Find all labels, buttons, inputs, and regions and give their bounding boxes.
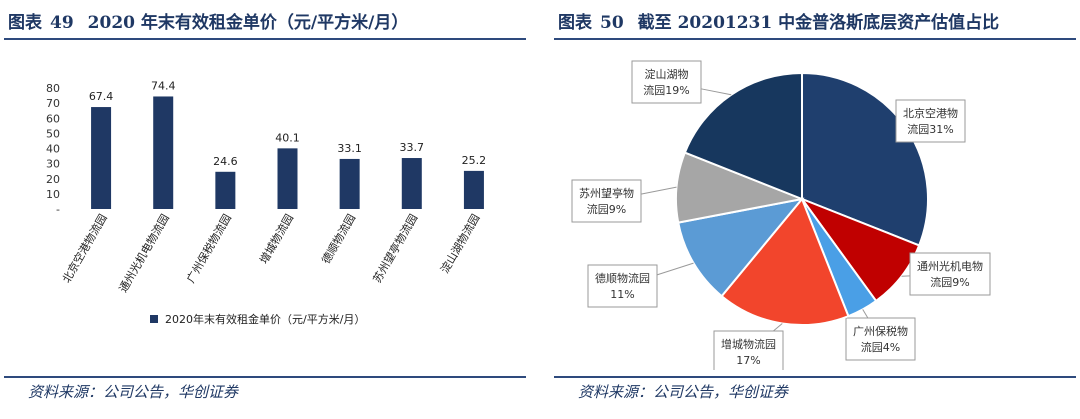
pie-leader-line [700,88,732,96]
right-figure-label: 图表 [558,13,592,33]
x-axis-category-label: 通州光机电物流园 [116,212,172,295]
left-figure-title-text: 2020 年末有效租金单价（元/平方米/月） [87,13,409,33]
bar [153,96,174,209]
x-axis-category-label: 增城物流园 [256,212,296,267]
pie-label-box [909,252,991,296]
y-axis-tick-label: 20 [46,173,60,186]
pie-slice [677,197,805,298]
pie-label-box [587,264,658,308]
pie-label-box [845,317,916,361]
pie-slice-label: 广州保税物流园4% [853,324,908,354]
bar-value-label: 25.2 [462,154,487,167]
y-axis-tick-label: 70 [46,97,60,110]
bar-value-label: 74.4 [151,79,176,92]
bar [277,148,298,209]
pie-label-box [895,99,966,143]
legend-swatch [150,315,158,323]
left-figure-panel: 图表 49 2020 年末有效租金单价（元/平方米/月） - 10 20 30 40 50 60… [0,0,530,419]
bar [463,170,484,209]
y-axis-tick-label: 60 [46,112,60,125]
pie-leader-line [773,323,783,332]
pie-slice-label: 通州光机电物流园9% [917,259,983,289]
bar-value-label: 67.4 [89,90,114,103]
right-figure-title-text: 截至 20201231 中金普洛斯底层资产估值占比 [637,13,1000,33]
x-axis-category-label: 德顺物流园 [319,212,359,267]
right-source-note: 资料来源：公司公告，华创证券 [578,383,789,401]
pie-leader-line [862,309,869,319]
left-source-note: 资料来源：公司公告，华创证券 [28,383,239,401]
left-figure-label: 图表 [8,13,42,33]
pie-slice-label: 北京空港物流园31% [903,106,958,136]
right-figure-title: 图表 50 截至 20201231 中金普洛斯底层资产估值占比 [558,8,999,33]
bar-chart: - 10 20 30 40 50 60 70 80 67.4 北京空港物流园 74.4 通州光机电物流园… [46,79,487,326]
bar [91,107,112,209]
left-top-rule [4,38,526,40]
pie-chart: 北京空港物流园31% 通州光机电物流园9% 广州保税物流园4% 增城物流园 17% 德顺物… [571,60,991,370]
pie-slice-label: 德顺物流园 11% [595,271,650,301]
bar [339,158,360,209]
pie-slice [720,197,850,326]
y-axis-tick-label: 30 [46,158,60,171]
x-axis-category-label: 淀山湖物流园 [437,212,482,276]
x-axis-category-label: 北京空港物流园 [59,212,110,286]
right-figure-number: 50 [600,13,624,33]
pie-leader-line [640,186,677,195]
pie-label-box [571,179,642,223]
pie-slice-label: 苏州望亭物流园9% [579,186,634,216]
y-axis-tick-label: 40 [46,143,60,156]
bar-value-label: 24.6 [213,155,238,168]
bar [215,171,236,209]
right-bottom-rule [554,376,1076,378]
pie-label-box [713,330,784,370]
left-figure-number: 49 [50,13,74,33]
pie-slice-label: 增城物流园 17% [721,337,776,367]
y-axis-tick-label: 80 [46,82,60,95]
bar-value-label: 33.7 [400,141,425,154]
pie-slice [683,71,803,201]
left-figure-title: 图表 49 2020 年末有效租金单价（元/平方米/月） [8,8,408,33]
right-top-rule [554,38,1076,40]
pie-leader-line [656,262,694,276]
x-axis-category-label: 苏州望亭物流园 [370,212,421,286]
y-axis-tick-label: 10 [46,188,60,201]
pie-label-box [631,60,702,104]
bar-value-label: 33.1 [337,142,362,155]
left-bottom-rule [4,376,526,378]
pie-slice-label: 淀山湖物流园19% [643,67,689,97]
y-axis-tick-label: - [56,203,60,216]
x-axis-category-label: 广州保税物流园 [183,212,234,286]
bar-value-label: 40.1 [275,131,300,144]
legend-label: 2020年末有效租金单价（元/平方米/月） [165,312,365,326]
bar [401,158,422,209]
right-figure-panel: 图表 50 截至 20201231 中金普洛斯底层资产估值占比 北京空港物流园31%… [550,0,1080,419]
y-axis-tick-label: 50 [46,127,60,140]
